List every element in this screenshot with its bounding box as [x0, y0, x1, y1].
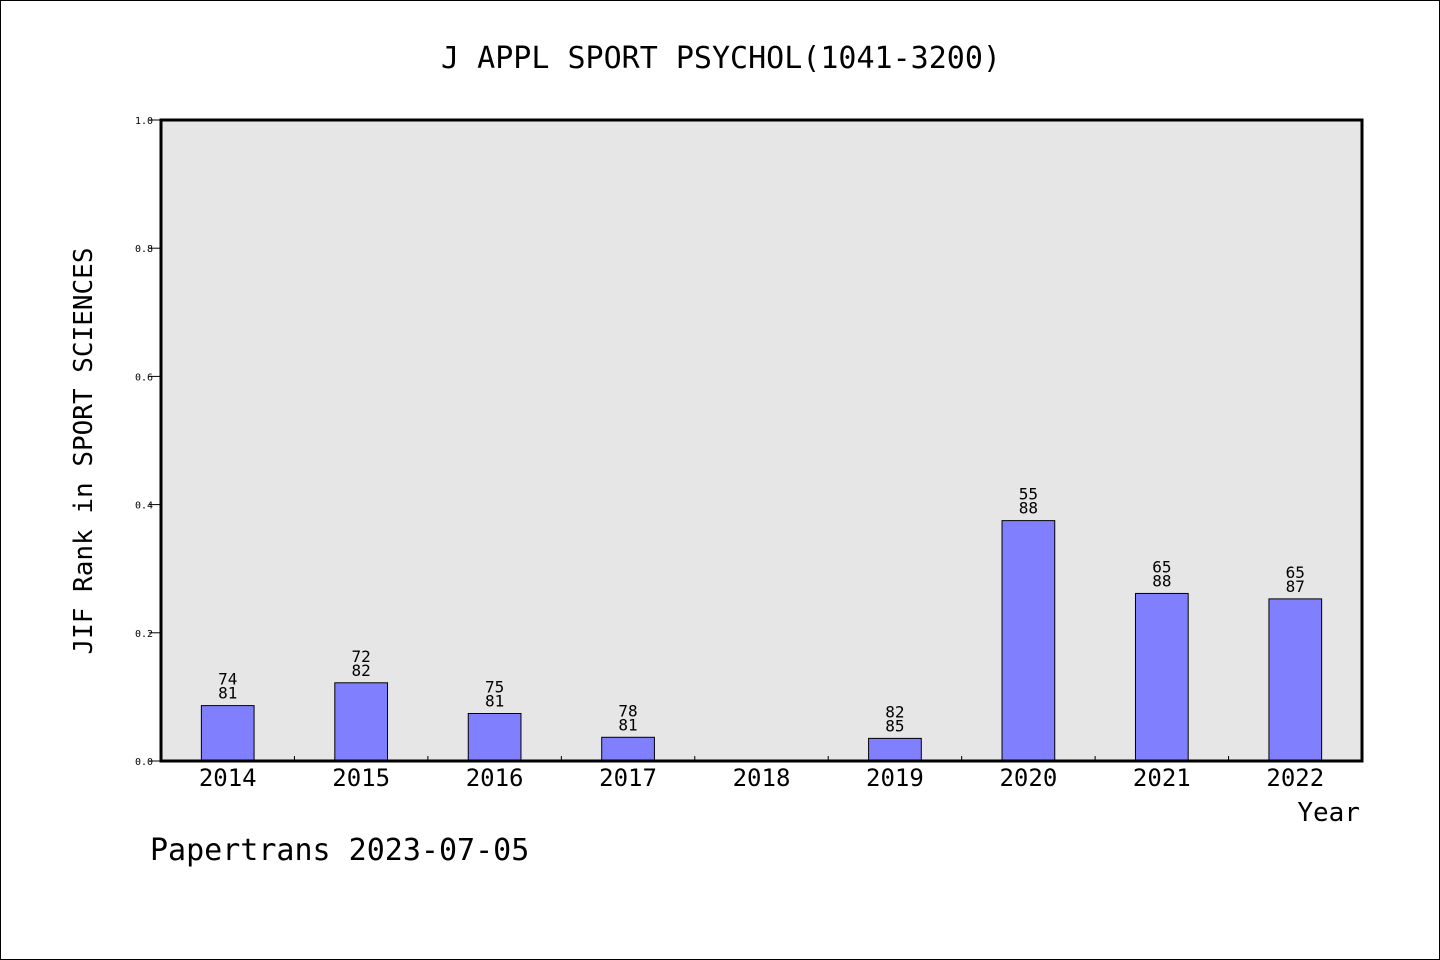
x-tick-label: 2014: [199, 764, 257, 792]
x-axis-title: Year: [1297, 798, 1360, 828]
y-tick-label: 0.2: [135, 629, 153, 640]
footer-note: Papertrans 2023-07-05: [150, 833, 530, 868]
bar-rank-label: 75: [485, 678, 504, 697]
bar-total-label: 88: [1019, 499, 1038, 518]
bar-total-label: 81: [618, 715, 637, 734]
bar-rank-label: 55: [1019, 485, 1038, 504]
bar-total-label: 88: [1152, 571, 1171, 590]
x-tick-label: 2021: [1133, 764, 1191, 792]
x-tick-label: 2016: [466, 764, 524, 792]
bar: [467, 713, 522, 762]
x-tick-label: 2020: [999, 764, 1057, 792]
y-tick-label: 1.0: [135, 116, 153, 127]
bar: [1134, 592, 1189, 762]
x-axis: 2014 2015 2016 2017 2018 2019 2020 2021 2022: [199, 756, 1324, 792]
bar: [1268, 598, 1323, 762]
y-axis: 0.0 0.2 0.4 0.6 0.8 1.0: [135, 116, 161, 768]
bar-rank-label: 65: [1152, 557, 1171, 576]
bar-total-label: 81: [485, 692, 504, 711]
bar: [601, 736, 655, 762]
y-tick-label: 0.4: [135, 501, 153, 512]
bar: [868, 737, 922, 762]
bars-layer: [200, 520, 1323, 762]
y-axis-title: JIF Rank in SPORT SCIENCES: [69, 248, 99, 655]
bar-total-label: 82: [352, 661, 371, 680]
x-tick-label: 2017: [599, 764, 657, 792]
bar-total-label: 85: [885, 716, 904, 735]
x-tick-label: 2018: [733, 764, 791, 792]
bar: [1001, 520, 1056, 762]
bar-rank-label: 65: [1286, 563, 1305, 582]
bar: [200, 705, 255, 762]
bar-total-label: 87: [1286, 577, 1305, 596]
x-tick-label: 2019: [866, 764, 924, 792]
bar-rank-label: 82: [885, 702, 904, 721]
plot-frame: [159, 118, 1364, 763]
y-tick-label: 0.8: [135, 244, 153, 255]
x-tick-label: 2022: [1266, 764, 1324, 792]
y-tick-label: 0.6: [135, 372, 153, 383]
chart-title: J APPL SPORT PSYCHOL(1041-3200): [441, 41, 1001, 76]
y-tick-label: 0.0: [135, 757, 153, 768]
bar-rank-label: 78: [618, 701, 637, 720]
bar: [334, 682, 389, 762]
x-tick-label: 2015: [332, 764, 390, 792]
bar-rank-label: 74: [218, 670, 237, 689]
bar-total-label: 81: [218, 684, 237, 703]
bar-rank-label: 72: [352, 647, 371, 666]
